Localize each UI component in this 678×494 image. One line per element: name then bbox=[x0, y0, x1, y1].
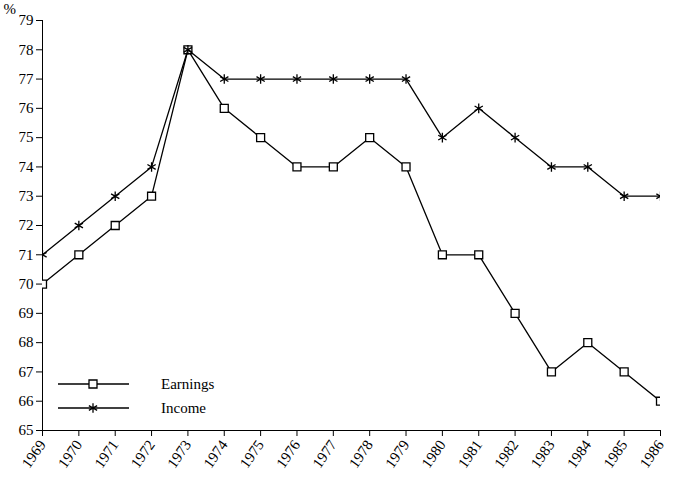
svg-text:1974: 1974 bbox=[200, 437, 231, 471]
svg-text:70: 70 bbox=[19, 276, 34, 292]
svg-text:72: 72 bbox=[19, 217, 34, 233]
svg-text:71: 71 bbox=[19, 247, 34, 263]
svg-text:69: 69 bbox=[19, 305, 34, 321]
svg-text:1985: 1985 bbox=[600, 437, 630, 471]
svg-text:66: 66 bbox=[19, 393, 35, 409]
svg-text:1969: 1969 bbox=[19, 437, 49, 471]
svg-text:1982: 1982 bbox=[491, 437, 521, 471]
svg-text:75: 75 bbox=[19, 129, 34, 145]
svg-text:74: 74 bbox=[19, 159, 35, 175]
svg-text:1975: 1975 bbox=[237, 437, 267, 471]
svg-text:1979: 1979 bbox=[382, 437, 412, 471]
svg-text:79: 79 bbox=[19, 12, 34, 28]
svg-text:65: 65 bbox=[19, 422, 34, 438]
svg-text:73: 73 bbox=[19, 188, 34, 204]
svg-text:1983: 1983 bbox=[528, 437, 558, 471]
svg-text:78: 78 bbox=[19, 42, 34, 58]
html-text:Income: Income bbox=[161, 399, 206, 416]
svg-text:1978: 1978 bbox=[346, 437, 376, 471]
svg-text:1981: 1981 bbox=[455, 437, 485, 471]
svg-text:77: 77 bbox=[19, 71, 35, 87]
svg-text:1972: 1972 bbox=[128, 437, 158, 471]
svg-text:1980: 1980 bbox=[418, 437, 448, 471]
svg-text:1977: 1977 bbox=[309, 437, 340, 471]
svg-text:1973: 1973 bbox=[164, 437, 194, 471]
svg-text:68: 68 bbox=[19, 334, 34, 350]
svg-text:1984: 1984 bbox=[564, 437, 595, 471]
html-text:Earnings: Earnings bbox=[161, 375, 215, 392]
svg-text:1986: 1986 bbox=[637, 437, 668, 471]
svg-text:1970: 1970 bbox=[55, 437, 85, 471]
svg-text:1976: 1976 bbox=[273, 437, 304, 471]
svg-text:%: % bbox=[4, 1, 17, 17]
svg-text:67: 67 bbox=[19, 364, 35, 380]
svg-text:76: 76 bbox=[19, 100, 35, 116]
svg-text:1971: 1971 bbox=[91, 437, 121, 471]
